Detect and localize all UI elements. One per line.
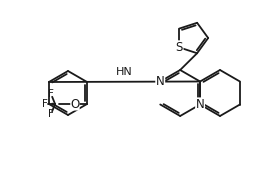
Text: F: F [42, 99, 48, 109]
Text: S: S [176, 41, 183, 54]
Text: F: F [48, 109, 54, 119]
Text: O: O [70, 97, 80, 110]
Text: N: N [156, 75, 165, 88]
Text: N: N [196, 98, 204, 111]
Text: HN: HN [116, 67, 133, 77]
Text: F: F [48, 89, 54, 99]
